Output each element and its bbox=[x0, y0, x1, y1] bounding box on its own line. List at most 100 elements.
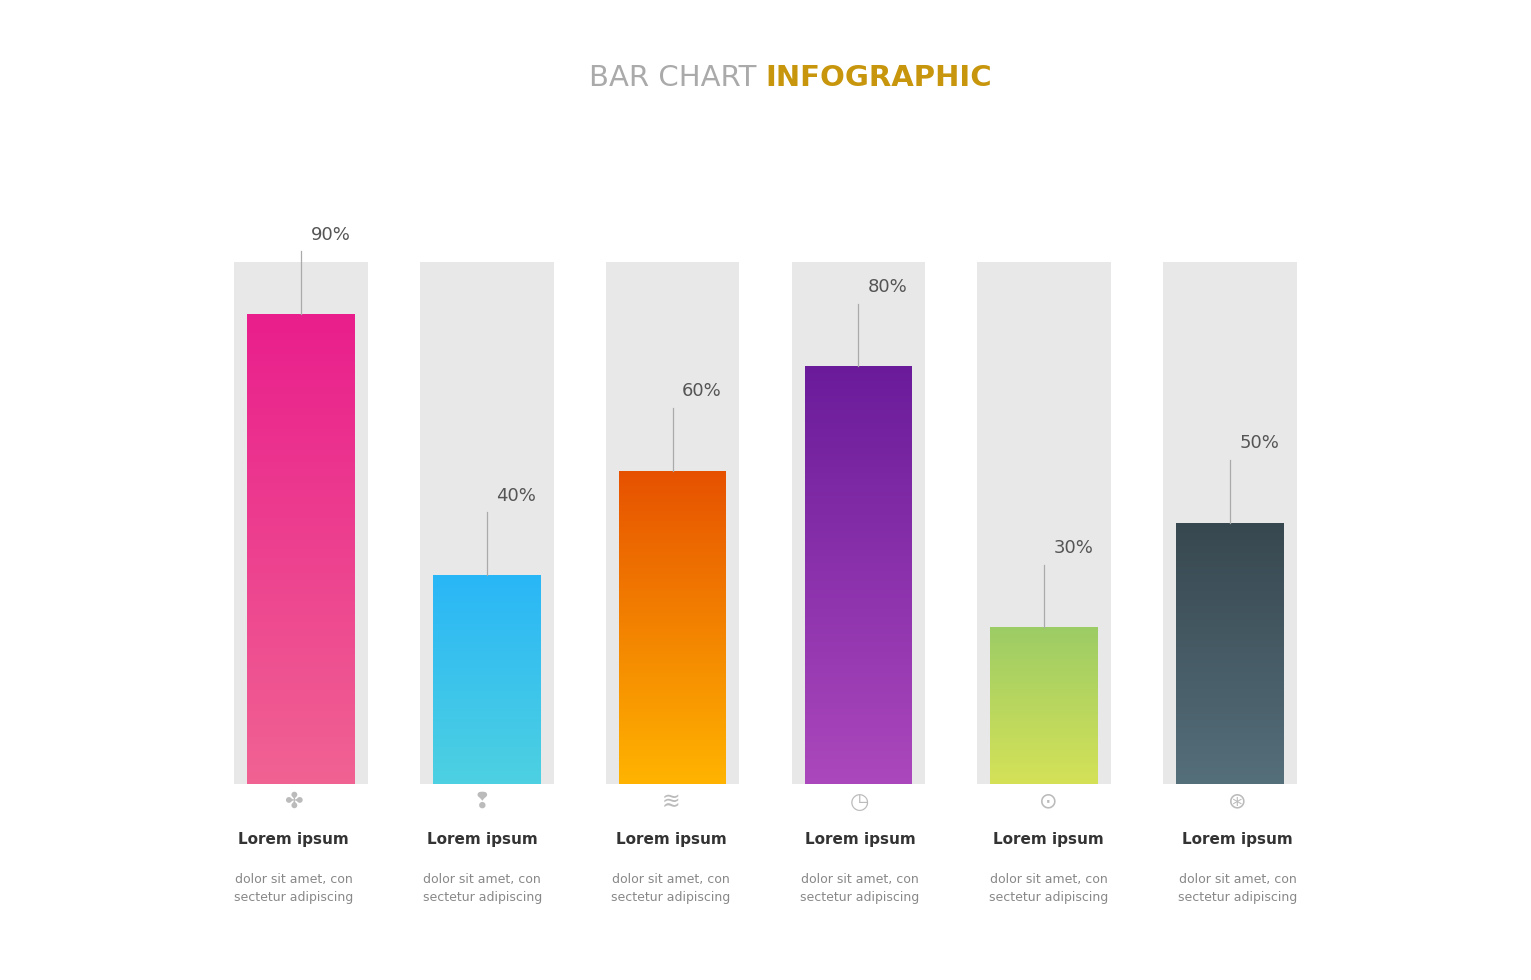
Bar bbox=[619, 630, 727, 632]
Bar bbox=[248, 540, 355, 542]
Bar bbox=[248, 473, 355, 476]
Bar bbox=[248, 636, 355, 638]
Bar bbox=[804, 609, 912, 611]
Bar bbox=[433, 636, 540, 637]
Bar bbox=[248, 601, 355, 603]
Bar bbox=[619, 485, 727, 486]
Bar bbox=[433, 631, 540, 632]
Bar bbox=[1176, 605, 1283, 607]
Bar bbox=[248, 782, 355, 784]
Bar bbox=[248, 439, 355, 441]
Bar bbox=[619, 524, 727, 525]
Text: 40%: 40% bbox=[496, 487, 536, 505]
Bar bbox=[804, 431, 912, 433]
Bar bbox=[619, 770, 727, 771]
Bar bbox=[248, 512, 355, 514]
Bar bbox=[804, 759, 912, 761]
Bar bbox=[248, 730, 355, 732]
Bar bbox=[433, 779, 540, 780]
Bar bbox=[1176, 779, 1283, 780]
Bar bbox=[1176, 738, 1283, 740]
Bar bbox=[248, 458, 355, 460]
Bar bbox=[1176, 541, 1283, 543]
Bar bbox=[1176, 728, 1283, 729]
Bar bbox=[804, 370, 912, 372]
Bar bbox=[804, 527, 912, 529]
Bar bbox=[433, 693, 540, 694]
Bar bbox=[1176, 701, 1283, 702]
Bar bbox=[433, 736, 540, 737]
Bar bbox=[248, 688, 355, 690]
Bar bbox=[248, 342, 355, 345]
Bar bbox=[248, 349, 355, 352]
Bar bbox=[1176, 694, 1283, 695]
Bar bbox=[248, 347, 355, 349]
Bar bbox=[804, 755, 912, 757]
Bar bbox=[619, 525, 727, 527]
Bar bbox=[433, 618, 540, 619]
Bar bbox=[619, 713, 727, 715]
Bar bbox=[248, 596, 355, 599]
Bar bbox=[619, 551, 727, 552]
Bar bbox=[1176, 619, 1283, 621]
Bar bbox=[1176, 725, 1283, 726]
Bar bbox=[248, 754, 355, 756]
Bar bbox=[433, 716, 540, 717]
Bar bbox=[248, 525, 355, 528]
Bar bbox=[804, 481, 912, 483]
Text: 30%: 30% bbox=[1053, 539, 1093, 557]
Bar bbox=[804, 529, 912, 531]
Bar bbox=[1176, 682, 1283, 683]
Bar bbox=[804, 684, 912, 686]
Bar bbox=[1176, 609, 1283, 611]
Bar bbox=[433, 737, 540, 738]
Bar bbox=[248, 666, 355, 669]
Text: BAR CHART: BAR CHART bbox=[589, 65, 766, 92]
Bar bbox=[804, 751, 912, 753]
Bar bbox=[433, 577, 540, 578]
Bar bbox=[248, 427, 355, 429]
Bar bbox=[804, 692, 912, 694]
Bar bbox=[433, 689, 540, 690]
Bar bbox=[804, 472, 912, 475]
Bar bbox=[433, 623, 540, 624]
Bar bbox=[248, 455, 355, 458]
Bar bbox=[1176, 768, 1283, 769]
Bar bbox=[619, 554, 727, 556]
Bar bbox=[433, 648, 540, 650]
Bar bbox=[804, 631, 912, 634]
Bar bbox=[804, 379, 912, 381]
Bar bbox=[619, 591, 727, 593]
Bar bbox=[248, 547, 355, 549]
Bar bbox=[1176, 614, 1283, 615]
Bar bbox=[619, 588, 727, 590]
Bar bbox=[619, 556, 727, 557]
Bar bbox=[1176, 573, 1283, 575]
Bar bbox=[433, 766, 540, 767]
Bar bbox=[248, 575, 355, 577]
Bar bbox=[433, 754, 540, 755]
Bar bbox=[1176, 545, 1283, 547]
Bar bbox=[1164, 262, 1297, 784]
Bar bbox=[804, 625, 912, 627]
Bar bbox=[433, 686, 540, 687]
Bar bbox=[1176, 763, 1283, 764]
Bar bbox=[619, 648, 727, 650]
Bar bbox=[248, 337, 355, 340]
Bar bbox=[433, 579, 540, 580]
Bar bbox=[433, 608, 540, 609]
Bar bbox=[248, 370, 355, 372]
Text: 50%: 50% bbox=[1239, 434, 1278, 453]
Bar bbox=[433, 723, 540, 724]
Bar bbox=[1176, 669, 1283, 670]
Bar bbox=[804, 427, 912, 429]
Text: Lorem ipsum: Lorem ipsum bbox=[615, 832, 727, 848]
Bar bbox=[433, 746, 540, 747]
Bar bbox=[248, 650, 355, 653]
Bar bbox=[433, 621, 540, 622]
Bar bbox=[619, 703, 727, 704]
Bar bbox=[619, 538, 727, 540]
Bar bbox=[433, 782, 540, 783]
Bar bbox=[804, 568, 912, 571]
Bar bbox=[433, 748, 540, 749]
